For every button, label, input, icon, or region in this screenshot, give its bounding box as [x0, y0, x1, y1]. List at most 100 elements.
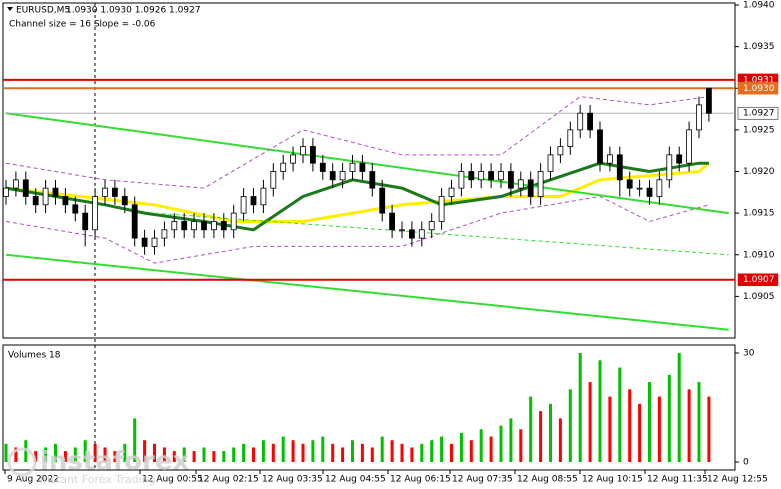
volume-bar	[113, 451, 117, 462]
candle-body	[488, 171, 495, 181]
volume-bar	[103, 447, 107, 462]
volume-bar	[598, 360, 602, 462]
indicator-line	[5, 161, 709, 232]
candle-body	[418, 229, 425, 239]
price-level-label: 1.0931	[743, 75, 775, 85]
candle-body	[240, 196, 247, 214]
price-pane	[2, 2, 736, 339]
candle-body	[616, 154, 623, 181]
plot-layer: 1.09051.09101.09151.09201.09251.09301.09…	[3, 1, 779, 485]
symbol-arrow	[7, 7, 13, 11]
x-tick-label: 12 Aug 04:55	[325, 475, 386, 485]
volume-bar	[420, 443, 424, 462]
candle-body	[527, 179, 534, 197]
candle-body	[547, 154, 554, 172]
volume-bar	[667, 374, 671, 462]
candle-body	[201, 221, 207, 231]
candle-body	[339, 171, 346, 181]
volume-bar	[410, 447, 414, 462]
price-level-label: 1.0930	[743, 84, 775, 94]
candle-body	[92, 196, 98, 231]
watermark-logo	[7, 447, 37, 477]
x-tick-label: 9 Aug 2022	[7, 475, 59, 485]
price-level-label: 1.0907	[743, 275, 775, 285]
candle-body	[448, 187, 455, 197]
candle-body	[82, 212, 89, 231]
x-tick-label: 12 Aug 06:15	[390, 475, 451, 485]
candle-body	[557, 146, 564, 156]
volume-tick-label: 30	[743, 349, 755, 359]
candle-body	[290, 154, 297, 164]
candle-body	[696, 104, 702, 131]
volume-bar	[54, 443, 57, 462]
volume-bar	[509, 418, 513, 462]
candle-body	[161, 229, 168, 239]
candle-body	[428, 221, 435, 231]
candle-body	[706, 87, 712, 114]
y-tick-label: 1.0915	[743, 209, 775, 219]
volume-bar	[301, 443, 305, 462]
price-level-box	[737, 273, 779, 286]
candle-body	[359, 162, 366, 172]
candle-body	[498, 171, 504, 181]
volume-bar	[252, 447, 255, 462]
x-tick-label: 12 Aug 02:15	[198, 475, 259, 485]
candle-body	[607, 154, 613, 164]
candle-body	[626, 179, 633, 189]
volume-bar	[341, 447, 345, 462]
volume-bar	[380, 436, 384, 462]
volume-bar	[539, 411, 543, 462]
volume-bar	[331, 443, 335, 462]
candle-body	[577, 112, 584, 131]
x-tick-label: 12 Aug 12:55	[707, 475, 768, 485]
x-tick-label: 12 Aug 11:35	[647, 475, 708, 485]
price-level-label: 1.0927	[743, 109, 775, 119]
volume-bar	[123, 443, 127, 462]
candle-body	[3, 187, 9, 197]
watermark-brand: instaforex	[40, 447, 190, 477]
volume-bar	[192, 451, 196, 462]
volume-bar	[212, 451, 216, 462]
volume-bar	[578, 353, 582, 462]
candle-body	[280, 162, 287, 172]
volume-bar	[568, 389, 572, 462]
candle-body	[478, 171, 485, 181]
candle-body	[666, 154, 673, 181]
volume-bar	[261, 440, 265, 462]
volume-bar	[499, 425, 503, 462]
volume-bar	[14, 447, 18, 462]
indicator-line	[5, 253, 729, 331]
y-tick-label: 1.0910	[743, 250, 775, 260]
x-tick-label: 12 Aug 07:35	[452, 475, 513, 485]
watermark: instaforex Instant Forex Trading	[7, 447, 190, 486]
volume-bar	[63, 451, 67, 462]
volume-bar	[657, 396, 661, 462]
candle-body	[587, 112, 593, 131]
x-tick-label: 12 Aug 08:55	[517, 475, 578, 485]
candle-body	[141, 237, 148, 247]
volume-label: Volumes 18	[8, 351, 61, 361]
volume-bar	[232, 447, 236, 462]
volume-bar	[222, 451, 226, 462]
volume-bar	[291, 440, 295, 462]
candle-body	[517, 179, 524, 189]
indicator-line	[154, 212, 729, 256]
volume-bar	[638, 403, 642, 462]
volume-bar	[370, 447, 374, 462]
volume-bar	[618, 367, 622, 462]
price-level-box	[737, 82, 779, 95]
candle-body	[230, 212, 237, 231]
volume-bar	[489, 436, 493, 462]
volume-bar	[648, 382, 651, 462]
volume-bar	[242, 443, 246, 462]
candle-body	[507, 171, 514, 189]
volume-bar	[162, 447, 166, 462]
volume-bar	[628, 389, 632, 462]
volume-bar	[469, 440, 473, 462]
volume-bar	[202, 447, 206, 462]
volume-bar	[83, 440, 87, 462]
volume-bar	[707, 396, 711, 462]
candle-body	[32, 196, 39, 206]
candle-body	[458, 171, 465, 189]
